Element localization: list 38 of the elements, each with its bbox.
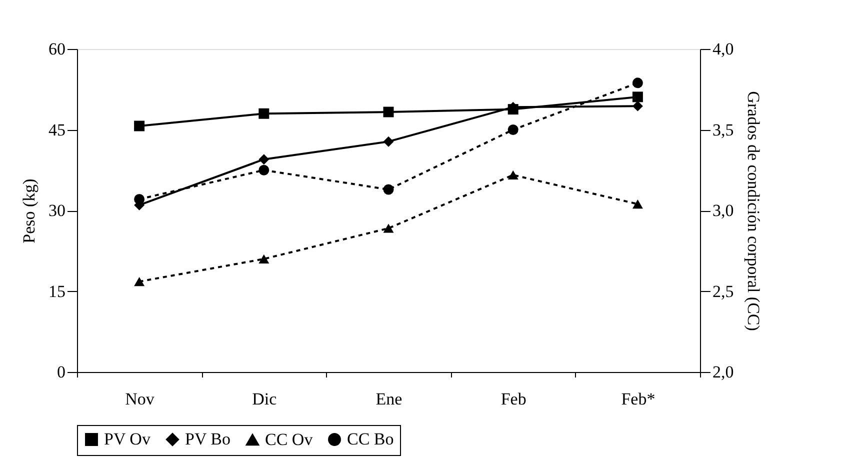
point xyxy=(258,164,270,176)
point xyxy=(383,184,394,195)
x-tick-label: Feb xyxy=(500,390,526,408)
y2-tick-label: 2,0 xyxy=(712,362,734,382)
point xyxy=(134,194,145,204)
point xyxy=(508,124,518,135)
point xyxy=(258,154,270,165)
y-tick-label: 0 xyxy=(57,362,66,382)
legend-label: PV Bo xyxy=(185,430,231,449)
legend-label: CC Ov xyxy=(265,430,314,449)
point xyxy=(258,254,270,264)
y-tick-label: 45 xyxy=(48,120,66,140)
y2-tick-label: 4,0 xyxy=(712,40,734,58)
point xyxy=(134,277,145,286)
point xyxy=(383,106,394,118)
x-tick-label: Ene xyxy=(376,390,402,408)
point xyxy=(383,224,394,233)
point xyxy=(632,92,643,102)
y-tick-label: 60 xyxy=(48,40,66,58)
point xyxy=(258,108,270,119)
point xyxy=(383,136,394,147)
legend-label: PV Ov xyxy=(104,430,151,449)
y-tick-label: 30 xyxy=(48,201,66,220)
point xyxy=(632,78,643,88)
y2-tick-label: 3,0 xyxy=(712,201,734,220)
y2-axis-title: Grados de condición corporal (CC) xyxy=(744,91,763,331)
y2-tick-label: 2,5 xyxy=(712,282,734,301)
point xyxy=(134,120,145,132)
y-axis-title: Peso (kg) xyxy=(20,178,38,244)
point xyxy=(632,100,643,112)
x-tick-label: Dic xyxy=(252,390,278,408)
y-tick-label: 15 xyxy=(48,282,66,301)
x-tick-label: Feb* xyxy=(621,390,656,408)
x-tick-label: Nov xyxy=(125,390,155,408)
point xyxy=(632,200,643,209)
legend-label: CC Bo xyxy=(347,430,394,449)
point xyxy=(508,170,518,180)
y2-tick-label: 3,5 xyxy=(712,120,734,140)
